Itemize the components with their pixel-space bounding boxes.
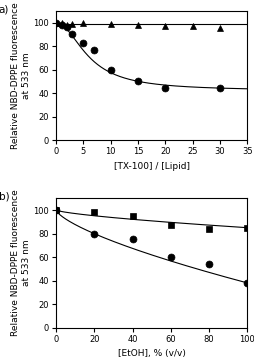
Text: b): b) — [0, 192, 9, 202]
Text: a): a) — [0, 4, 9, 14]
Y-axis label: Relative NBD-DPPE fluorescence
at 533 nm: Relative NBD-DPPE fluorescence at 533 nm — [11, 2, 30, 149]
X-axis label: [TX-100] / [Lipid]: [TX-100] / [Lipid] — [113, 162, 189, 171]
Y-axis label: Relative NBD-DPPE fluorescence
at 533 nm: Relative NBD-DPPE fluorescence at 533 nm — [11, 190, 30, 336]
X-axis label: [EtOH], % (v/v): [EtOH], % (v/v) — [117, 349, 185, 358]
